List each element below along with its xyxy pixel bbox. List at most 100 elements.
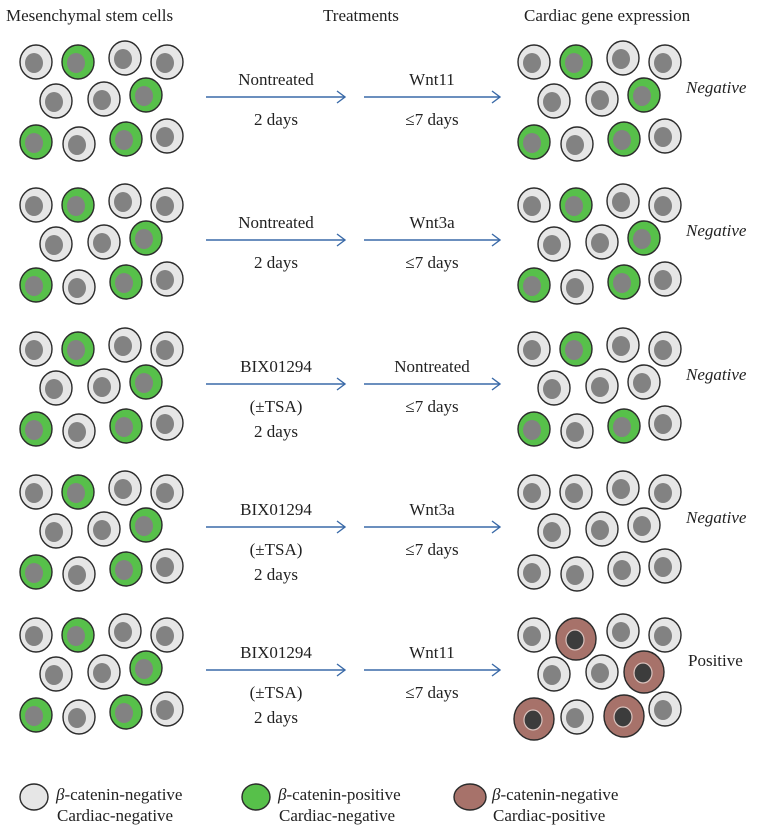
input-cells-row-1 [19,40,184,162]
cell [62,269,96,305]
step2-label-row-4: ≤7 days [405,540,459,559]
cell [517,267,551,303]
cell [19,267,53,303]
header-mesenchymal-stem-cells: Mesenchymal stem cells [6,6,174,25]
cell [648,331,682,367]
cell [560,556,594,592]
output-cells-row-2 [517,183,682,305]
result-label-row-2: Negative [686,221,747,240]
cell [627,364,661,400]
cell [109,121,143,157]
cell [19,554,53,590]
legend-line2: Cardiac-negative [57,806,174,826]
step1-label-row-4: BIX01294 [240,500,312,519]
cell [555,617,597,661]
legend-line1: β-catenin-negative [56,785,183,804]
cell [648,548,682,584]
cell [559,44,593,80]
step1-label-row-4: (±TSA) [249,540,303,559]
cell [648,474,682,510]
legend-entry-positive: β-catenin-positive Cardiac-negative [278,784,401,827]
cell [108,327,142,363]
cell [109,408,143,444]
cell [623,650,665,694]
cell [606,327,640,363]
legend-swatch-negative [19,783,49,811]
cell [150,691,184,727]
cell [129,77,163,113]
output-cells-row-4 [517,470,682,592]
cell [109,551,143,587]
arrow-step2-row-2 [364,233,502,247]
cell [517,187,551,223]
step1-label-row-3: (±TSA) [249,397,303,416]
legend-entry-cardiac: β-catenin-negative Cardiac-positive [492,784,618,827]
cell [62,413,96,449]
cell [648,187,682,223]
cell [61,187,95,223]
cell [517,411,551,447]
cell [39,656,73,692]
cell [150,44,184,80]
cell [627,507,661,543]
cell [513,697,555,741]
cell [560,126,594,162]
cell [62,126,96,162]
cell [559,331,593,367]
result-label-row-3: Negative [686,365,747,384]
cell [537,656,571,692]
cell [537,370,571,406]
arrow-step2-row-4 [364,520,502,534]
step1-label-row-1: 2 days [254,110,298,129]
cell [129,507,163,543]
step2-label-row-1: Wnt11 [409,70,455,89]
cell [129,650,163,686]
step1-label-row-2: 2 days [254,253,298,272]
cell [39,370,73,406]
cell [150,261,184,297]
cell [585,511,619,547]
cell [87,368,121,404]
arrow-step1-row-2 [206,233,347,247]
arrow-step1-row-3 [206,377,347,391]
cell [648,118,682,154]
step1-label-row-4: 2 days [254,565,298,584]
step2-label-row-5: ≤7 days [405,683,459,702]
cell [19,697,53,733]
cell [648,617,682,653]
result-label-row-1: Negative [686,78,747,97]
cell [648,44,682,80]
cell [62,556,96,592]
cell [19,124,53,160]
step2-label-row-3: ≤7 days [405,397,459,416]
arrow-step2-row-3 [364,377,502,391]
cell [585,224,619,260]
cell [537,226,571,262]
step2-label-row-2: Wnt3a [409,213,455,232]
arrow-step2-row-1 [364,90,502,104]
legend-line2: Cardiac-negative [279,806,396,826]
cell [517,124,551,160]
header-cardiac-gene-expression: Cardiac gene expression [524,6,691,25]
legend-entry-negative: β-catenin-negative Cardiac-negative [56,784,182,827]
step1-label-row-3: 2 days [254,422,298,441]
cell [19,617,53,653]
cell [150,118,184,154]
cell [129,364,163,400]
step1-label-row-5: (±TSA) [249,683,303,702]
cell [109,264,143,300]
cell [537,513,571,549]
cell [648,405,682,441]
cell [19,331,53,367]
cell [150,405,184,441]
cell [648,691,682,727]
cell [108,470,142,506]
cell [537,83,571,119]
step1-label-row-1: Nontreated [238,70,314,89]
cell [61,617,95,653]
cell [627,220,661,256]
cell [87,511,121,547]
legend-line1: β-catenin-positive [278,785,401,804]
input-cells-row-4 [19,470,184,592]
